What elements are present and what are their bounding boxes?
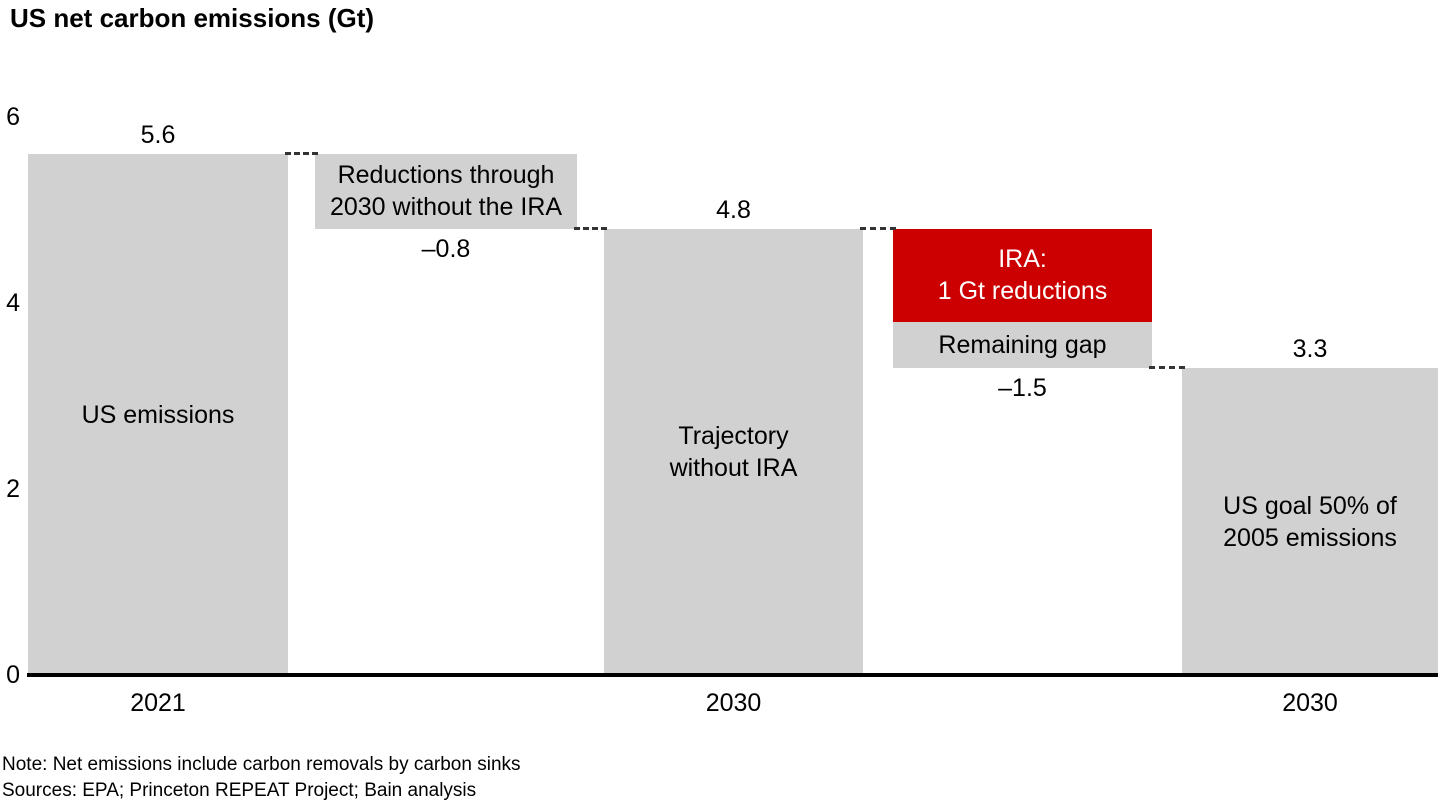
x-axis-line: [27, 673, 1438, 677]
bar-label: US goal 50% of 2005 emissions: [1223, 491, 1397, 552]
bar-trajectory-without-ira: Trajectory without IRA: [604, 228, 863, 675]
bar-us-goal-50-of-2005-emissions: US goal 50% of 2005 emissions: [1182, 368, 1438, 675]
y-axis-tick-label-6: 6: [6, 103, 20, 131]
sources-text: Sources: EPA; Princeton REPEAT Project; …: [2, 780, 477, 801]
float-bar-reductions-through-2030-with: Reductions through 2030 without the IRA: [315, 154, 577, 229]
float-bar-ira-1-gt-reductions: IRA: 1 Gt reductions: [893, 228, 1152, 322]
bar-us-emissions: US emissions: [28, 154, 288, 675]
connector-dash: [574, 226, 607, 230]
footnotes: Note: Net emissions include carbon remov…: [2, 752, 521, 804]
x-axis-tick-label: 2021: [130, 689, 186, 717]
bar-label: Trajectory without IRA: [669, 421, 798, 482]
connector-dash: [1149, 366, 1185, 370]
bar-delta-label: –0.8: [421, 234, 471, 263]
y-axis-tick-label-2: 2: [6, 475, 20, 503]
connector-dash: [860, 226, 896, 230]
bar-label: Reductions through 2030 without the IRA: [329, 161, 563, 222]
connector-dash: [285, 152, 318, 156]
bar-label: IRA: 1 Gt reductions: [937, 245, 1108, 306]
bar-label: US emissions: [81, 400, 235, 429]
y-axis-tick-label-4: 4: [6, 289, 20, 317]
bar-label: Remaining gap: [938, 330, 1107, 359]
bar-delta-label: –1.5: [998, 374, 1047, 403]
note-text: Note: Net emissions include carbon remov…: [2, 754, 521, 775]
bar-value-label: 3.3: [1292, 335, 1328, 364]
y-axis-tick-label-0: 0: [6, 661, 20, 689]
bar-value-label: 5.6: [140, 121, 176, 150]
x-axis-tick-label: 2030: [705, 689, 762, 717]
float-bar-remaining-gap: Remaining gap: [893, 321, 1152, 369]
chart-title: US net carbon emissions (Gt): [10, 3, 375, 33]
x-axis-tick-label: 2030: [1282, 689, 1338, 717]
bar-value-label: 4.8: [716, 195, 751, 224]
